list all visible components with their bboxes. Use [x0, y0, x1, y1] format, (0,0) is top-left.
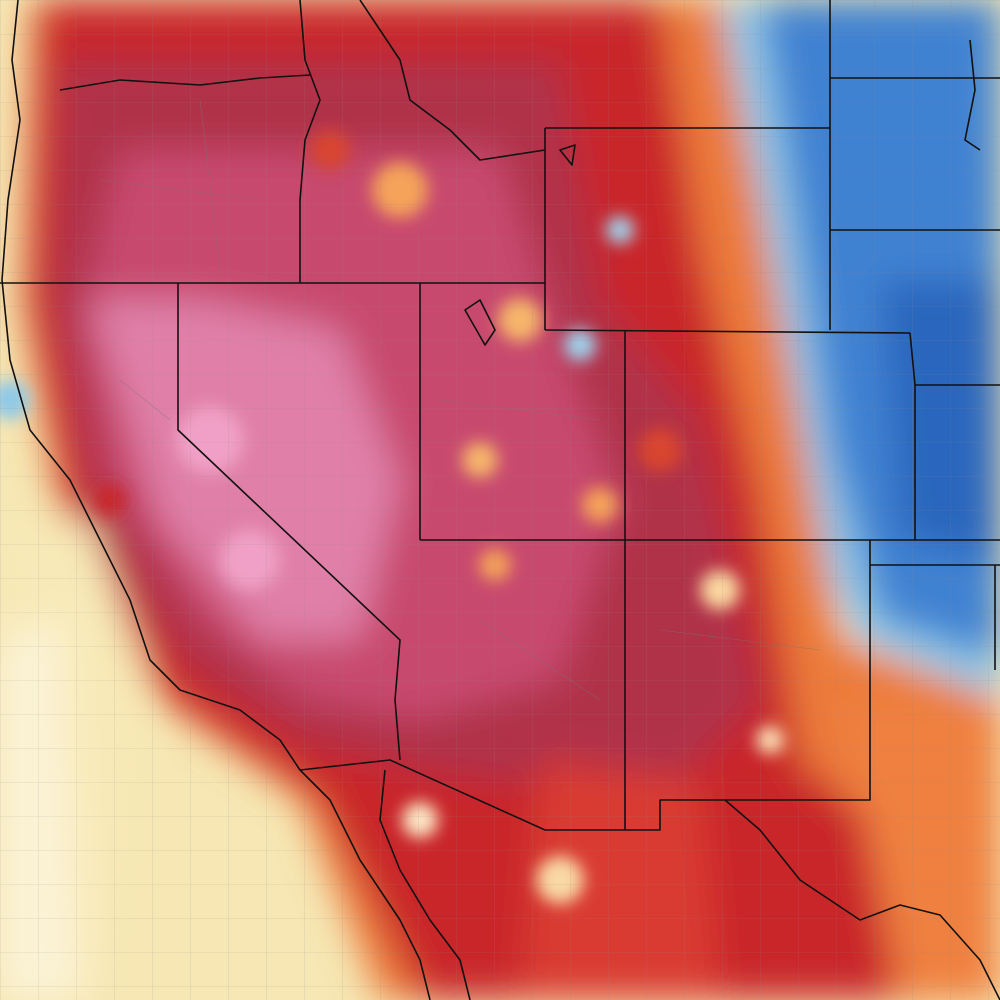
plains-borders: [725, 0, 1000, 801]
baja-gulf-coast: [379, 769, 471, 1000]
idaho-border: [299, 0, 321, 283]
coastline: [1, 0, 431, 1000]
county-lines: [99, 99, 821, 701]
wyoming-border: [544, 127, 830, 330]
lakes: [464, 39, 981, 346]
ca-nv-border: [177, 283, 401, 761]
wa-or-border: [59, 74, 311, 91]
arizona-south: [299, 759, 1000, 1000]
id-mt-border: [359, 0, 546, 161]
